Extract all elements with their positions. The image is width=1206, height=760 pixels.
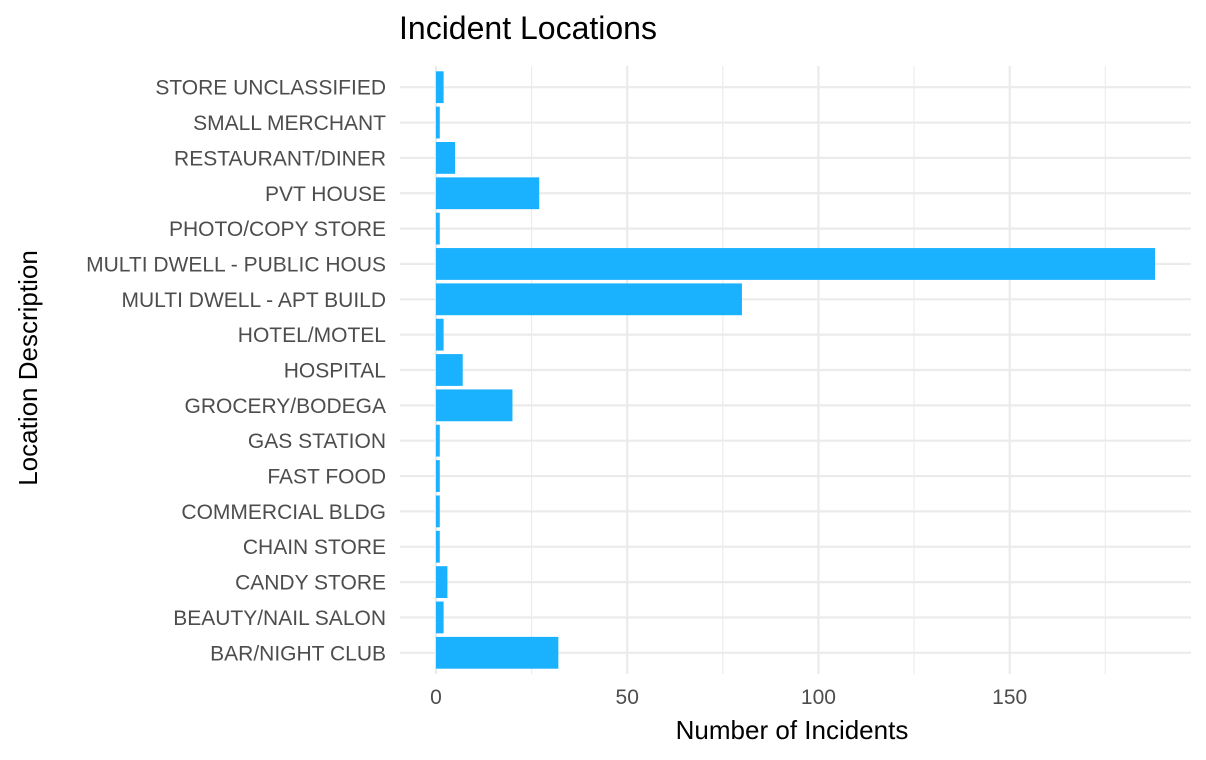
bar xyxy=(435,248,1156,280)
bar xyxy=(435,283,742,316)
bar xyxy=(435,601,444,634)
y-tick-label: HOTEL/MOTEL xyxy=(238,324,386,347)
bar xyxy=(435,106,440,139)
y-tick-label: BEAUTY/NAIL SALON xyxy=(173,607,386,630)
bar xyxy=(435,142,456,174)
bar xyxy=(435,566,448,598)
x-tick-labels: 0 50 100 150 xyxy=(430,686,1027,709)
y-tick-label: PHOTO/COPY STORE xyxy=(169,218,386,241)
bar xyxy=(435,212,440,245)
bar xyxy=(435,177,540,210)
y-tick-label: CANDY STORE xyxy=(235,572,386,595)
x-tick-label: 0 xyxy=(430,686,442,709)
y-tick-label: SMALL MERCHANT xyxy=(193,112,386,135)
bar xyxy=(435,424,440,457)
y-tick-label: STORE UNCLASSIFIED xyxy=(155,77,386,100)
y-tick-label: GROCERY/BODEGA xyxy=(185,395,387,418)
y-tick-label: MULTI DWELL - APT BUILD xyxy=(122,289,387,312)
chart-title: Incident Locations xyxy=(399,10,657,46)
bars xyxy=(435,71,1156,669)
bar xyxy=(435,318,444,351)
bar xyxy=(435,530,440,563)
y-tick-label: MULTI DWELL - PUBLIC HOUS xyxy=(86,253,386,276)
x-tick-label: 100 xyxy=(801,686,836,709)
bar xyxy=(435,636,559,669)
grid xyxy=(400,66,1191,674)
x-axis-title: Number of Incidents xyxy=(676,715,909,745)
y-tick-label: FAST FOOD xyxy=(267,466,386,489)
bar xyxy=(435,71,444,104)
y-tick-label: RESTAURANT/DINER xyxy=(174,147,386,170)
bar xyxy=(435,389,513,422)
bar xyxy=(435,354,463,386)
y-tick-labels: BAR/NIGHT CLUB BEAUTY/NAIL SALON CANDY STO… xyxy=(86,77,386,666)
x-tick-label: 150 xyxy=(992,686,1027,709)
y-tick-label: CHAIN STORE xyxy=(243,536,386,559)
x-tick-label: 50 xyxy=(616,686,639,709)
bar xyxy=(435,495,440,528)
y-tick-label: BAR/NIGHT CLUB xyxy=(210,642,386,665)
y-axis-title: Location Description xyxy=(13,250,43,486)
y-tick-label: PVT HOUSE xyxy=(265,183,386,206)
y-tick-label: HOSPITAL xyxy=(284,360,386,383)
y-tick-label: COMMERCIAL BLDG xyxy=(181,501,386,524)
bar xyxy=(435,460,440,492)
y-tick-label: GAS STATION xyxy=(248,430,386,453)
